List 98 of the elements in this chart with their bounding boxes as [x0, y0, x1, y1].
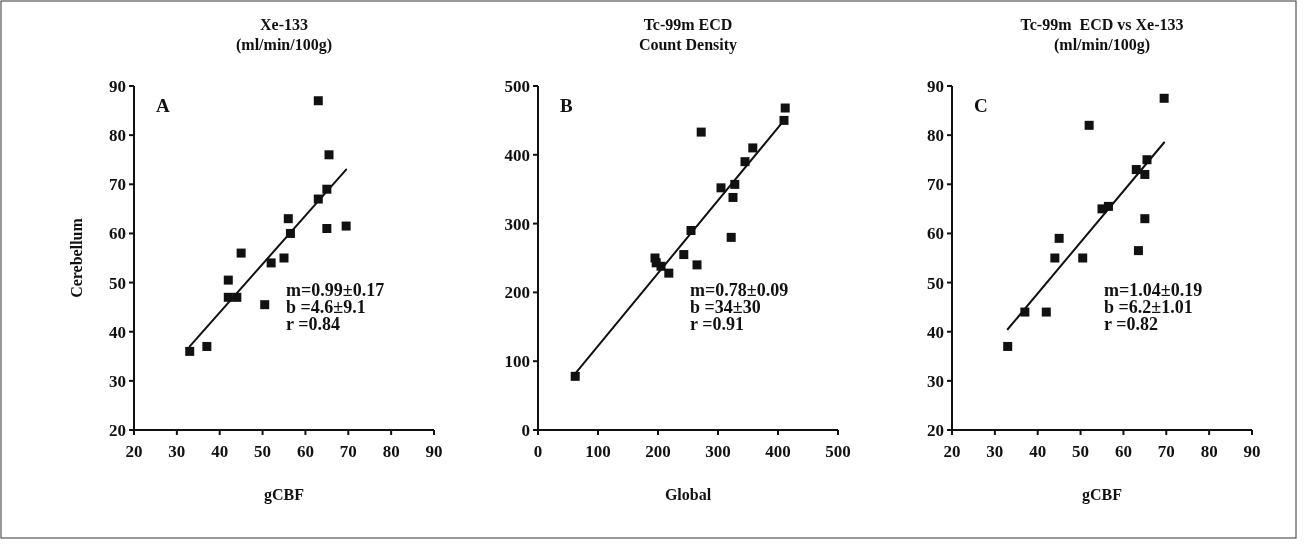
annotation: m=0.99±0.17 [286, 280, 385, 300]
point [1084, 120, 1094, 130]
y-tick-label: 70 [927, 175, 944, 195]
point [780, 103, 790, 113]
chart-title: Xe-133 [260, 16, 308, 33]
x-tick-label: 90 [425, 442, 443, 461]
y-tick-label: 70 [109, 175, 126, 195]
x-tick-label: 50 [1072, 442, 1090, 461]
x-tick-label: 300 [705, 442, 731, 461]
annotation: C [974, 95, 988, 116]
annotation: A [156, 95, 170, 116]
point [1159, 93, 1169, 103]
point [185, 346, 195, 356]
y-tick-label: 300 [504, 214, 530, 234]
point [728, 192, 738, 202]
point [260, 300, 270, 310]
y-tick-label: 60 [927, 224, 944, 244]
point [1140, 214, 1150, 224]
x-tick-label: 50 [254, 442, 272, 461]
y-tick-label: 50 [927, 273, 944, 293]
x-tick-label: 80 [382, 442, 400, 461]
x-tick-label: 20 [943, 442, 961, 461]
x-tick-label: 200 [645, 442, 671, 461]
annotation: r =0.82 [1104, 314, 1158, 334]
x-axis-title: gCBF [1082, 486, 1123, 504]
x-tick-label: 90 [1243, 442, 1261, 461]
x-tick-label: 20 [125, 442, 143, 461]
point [1078, 253, 1088, 263]
x-tick-label: 100 [585, 442, 611, 461]
point [1140, 169, 1150, 179]
point [202, 341, 212, 351]
chart-subtitle: (ml/min/100g) [236, 36, 332, 54]
y-tick-label: 80 [109, 126, 126, 146]
y-tick-label: 90 [927, 76, 944, 96]
x-tick-label: 60 [296, 442, 314, 461]
point [664, 268, 674, 278]
y-axis-title: Cerebellum [68, 217, 85, 298]
point [570, 371, 580, 381]
point [692, 260, 702, 270]
y-tick-label: 40 [109, 322, 126, 342]
x-tick-label: 70 [1157, 442, 1175, 461]
x-tick-label: 500 [825, 442, 851, 461]
y-tick-label: 40 [927, 322, 944, 342]
y-tick-label: 90 [109, 76, 126, 96]
chart-subtitle: Count Density [638, 36, 738, 54]
chart-title: Tc-99m ECD vs Xe-133 [1020, 16, 1184, 33]
point [341, 221, 351, 231]
x-tick-label: 40 [211, 442, 229, 461]
x-tick-label: 40 [1029, 442, 1047, 461]
x-axis-title: gCBF [264, 486, 305, 504]
point [696, 127, 706, 137]
point [266, 258, 276, 268]
y-tick-label: 500 [504, 76, 530, 96]
point [679, 250, 689, 260]
x-tick-label: 80 [1200, 442, 1218, 461]
point [1133, 246, 1143, 256]
annotation: b =6.2±1.01 [1104, 297, 1193, 317]
point [1003, 341, 1013, 351]
y-tick-label: 0 [521, 420, 530, 440]
point [324, 150, 334, 160]
annotation: m=1.04±0.19 [1104, 280, 1203, 300]
y-tick-label: 20 [109, 420, 126, 440]
point [726, 232, 736, 242]
point [313, 96, 323, 106]
y-tick-label: 50 [109, 273, 126, 293]
point [223, 275, 233, 285]
x-tick-label: 30 [986, 442, 1004, 461]
point [716, 183, 726, 193]
chart-title: Tc-99m ECD [643, 16, 733, 33]
x-tick-label: 70 [339, 442, 357, 461]
point [279, 253, 289, 263]
point [322, 224, 332, 234]
annotation: B [560, 95, 573, 116]
y-tick-label: 30 [927, 371, 944, 391]
point [1050, 253, 1060, 263]
x-tick-label: 0 [533, 442, 543, 461]
x-tick-label: 60 [1114, 442, 1132, 461]
point [1054, 233, 1064, 243]
annotation: b =4.6±9.1 [286, 297, 366, 317]
point [748, 143, 758, 153]
chart-subtitle: (ml/min/100g) [1054, 36, 1150, 54]
y-tick-label: 30 [109, 371, 126, 391]
x-tick-label: 30 [168, 442, 186, 461]
point [236, 248, 246, 258]
annotation: r =0.84 [286, 314, 340, 334]
point [1041, 307, 1051, 317]
y-tick-label: 100 [504, 352, 530, 372]
point [283, 214, 293, 224]
y-tick-label: 20 [927, 420, 944, 440]
x-tick-label: 400 [765, 442, 791, 461]
y-tick-label: 400 [504, 145, 530, 165]
y-tick-label: 60 [109, 224, 126, 244]
y-tick-label: 200 [504, 283, 530, 303]
x-axis-title: Global [664, 486, 712, 503]
annotation: b =34±30 [690, 297, 761, 317]
annotation: m=0.78±0.09 [690, 280, 789, 300]
annotation: r =0.91 [690, 314, 744, 334]
y-tick-label: 80 [927, 126, 944, 146]
